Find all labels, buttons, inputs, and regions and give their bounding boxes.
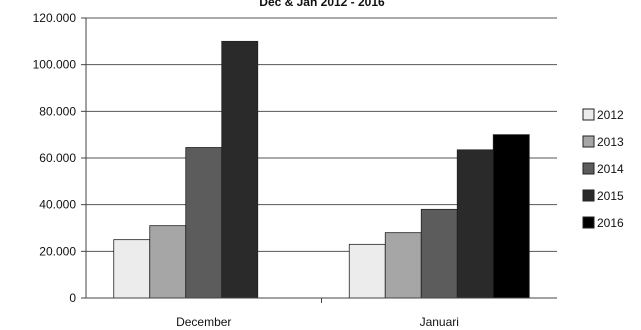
y-tick-label: 60.000 (39, 151, 76, 165)
legend-item-2012: 2012 (582, 108, 624, 122)
x-category-labels: December Januari (176, 315, 459, 329)
legend-label: 2015 (597, 189, 624, 203)
legend-item-2015: 2015 (582, 189, 624, 203)
bar-januari-2014 (420, 208, 458, 299)
chart-title: Dec & Jan 2012 - 2016 (259, 0, 385, 9)
bar-december-2012 (113, 239, 151, 299)
y-tick-labels: 0 20.000 40.000 60.000 80.000 100.000 120.000 (33, 11, 77, 305)
legend-label: 2012 (597, 108, 624, 122)
bar-december-2015 (221, 40, 259, 299)
y-tick-label: 120.000 (33, 11, 77, 25)
y-tick-label: 100.000 (33, 58, 77, 72)
y-tick-label: 40.000 (39, 198, 76, 212)
legend-swatch (582, 135, 595, 148)
legend-label: 2014 (597, 162, 624, 176)
bar-januari-2012 (348, 243, 386, 299)
bar-december-2014 (185, 147, 223, 299)
legend: 2012 2013 2014 2015 2016 (582, 108, 624, 230)
bar-januari-2015 (456, 149, 494, 299)
legend-label: 2013 (597, 135, 624, 149)
legend-label: 2016 (597, 216, 624, 230)
legend-swatch (582, 189, 595, 202)
bar-januari-2013 (384, 232, 422, 299)
y-tick-label: 80.000 (39, 104, 76, 118)
x-category-label: December (176, 315, 231, 329)
bar-december-2013 (149, 225, 187, 299)
legend-swatch (582, 216, 595, 229)
legend-item-2013: 2013 (582, 135, 624, 149)
legend-item-2016: 2016 (582, 216, 624, 230)
bars (113, 40, 530, 299)
axes (81, 17, 557, 303)
y-tick-label: 20.000 (39, 244, 76, 258)
y-tick-label: 0 (69, 291, 76, 305)
x-category-label: Januari (420, 315, 459, 329)
legend-swatch (582, 108, 595, 121)
bar-januari-2016 (492, 134, 530, 299)
legend-item-2014: 2014 (582, 162, 624, 176)
legend-swatch (582, 162, 595, 175)
